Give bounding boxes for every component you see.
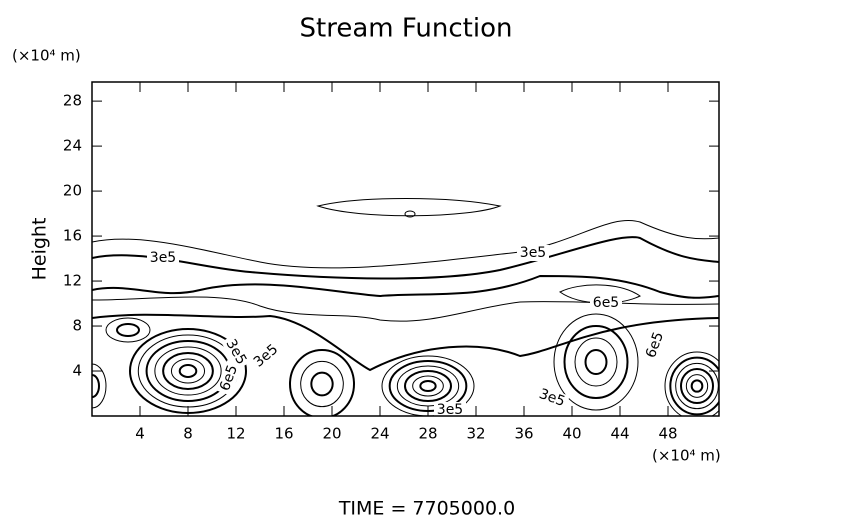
contour-line <box>553 313 639 411</box>
x-tick-label: 28 <box>418 425 437 443</box>
contour-line <box>559 284 641 304</box>
y-unit: (×10⁴ m) <box>12 47 81 65</box>
contour-line <box>664 351 719 416</box>
x-tick-label: 20 <box>322 425 341 443</box>
label-mask <box>216 360 242 396</box>
contour-label: 6e5 <box>643 330 667 360</box>
x-tick-label: 24 <box>370 425 389 443</box>
y-tick-label: 20 <box>63 182 82 200</box>
chart-title: Stream Function <box>300 14 513 44</box>
contour-line <box>574 337 618 387</box>
contour-line <box>170 358 206 384</box>
y-tick-label: 16 <box>63 227 82 245</box>
y-tick-label: 24 <box>63 137 82 155</box>
y-tick-label: 12 <box>63 272 82 290</box>
label-mask <box>642 327 668 363</box>
contour-line <box>584 349 608 375</box>
contour-line <box>92 296 719 322</box>
label-mask <box>590 295 622 311</box>
label-mask <box>534 385 570 411</box>
contour-label: 3e5 <box>437 402 463 418</box>
footer: TIME = 7705000.0 <box>338 498 515 519</box>
contour-label: 3e5 <box>150 250 176 266</box>
contour-line <box>310 371 334 397</box>
x-tick-label: 32 <box>466 425 485 443</box>
contour-label: 6e5 <box>593 295 619 311</box>
label-mask <box>147 250 179 266</box>
x-tick-label: 36 <box>514 425 533 443</box>
x-tick-label: 4 <box>135 425 145 443</box>
x-tick-label: 40 <box>562 425 581 443</box>
contour-line <box>289 349 355 416</box>
contour-line <box>669 356 719 416</box>
contour-line <box>178 364 198 378</box>
contour-line <box>116 323 140 337</box>
contour-line <box>690 379 704 393</box>
x-tick-label: 12 <box>226 425 245 443</box>
contour-line <box>404 370 452 402</box>
label-mask <box>434 402 466 416</box>
contour-line <box>92 374 100 398</box>
contour-line <box>162 352 214 390</box>
x-tick-label: 48 <box>658 425 677 443</box>
label-mask <box>221 334 251 370</box>
plot-frame <box>91 81 720 417</box>
contour-line <box>685 374 709 398</box>
contour-line <box>404 210 416 218</box>
y-tick-label: 8 <box>72 317 82 335</box>
y-tick-label: 4 <box>72 362 82 380</box>
contour-line <box>680 368 714 404</box>
contour-line <box>105 317 151 343</box>
contour-line <box>92 313 719 372</box>
contour-line <box>563 325 629 399</box>
contour-line <box>92 220 719 269</box>
contour-line <box>419 380 437 392</box>
contour-line <box>92 274 719 299</box>
label-mask <box>248 339 284 373</box>
x-tick-label: 16 <box>274 425 293 443</box>
contour-line <box>92 363 107 409</box>
contour-line <box>92 236 719 280</box>
y-tick-label: 28 <box>63 92 82 110</box>
x-tick-label: 44 <box>610 425 629 443</box>
contour-line <box>316 198 502 217</box>
contour-line <box>675 362 719 410</box>
contour-line <box>300 360 344 408</box>
x-unit: (×10⁴ m) <box>652 447 721 465</box>
y-axis-label: Height <box>29 218 51 281</box>
contour-label: 3e5 <box>537 386 567 410</box>
x-tick-label: 8 <box>183 425 193 443</box>
contour-line <box>412 375 444 397</box>
label-mask <box>517 245 549 261</box>
contour-line <box>154 346 222 396</box>
contour-line <box>381 355 475 416</box>
contour-label: 3e5 <box>520 245 546 261</box>
contour-line <box>145 340 231 402</box>
